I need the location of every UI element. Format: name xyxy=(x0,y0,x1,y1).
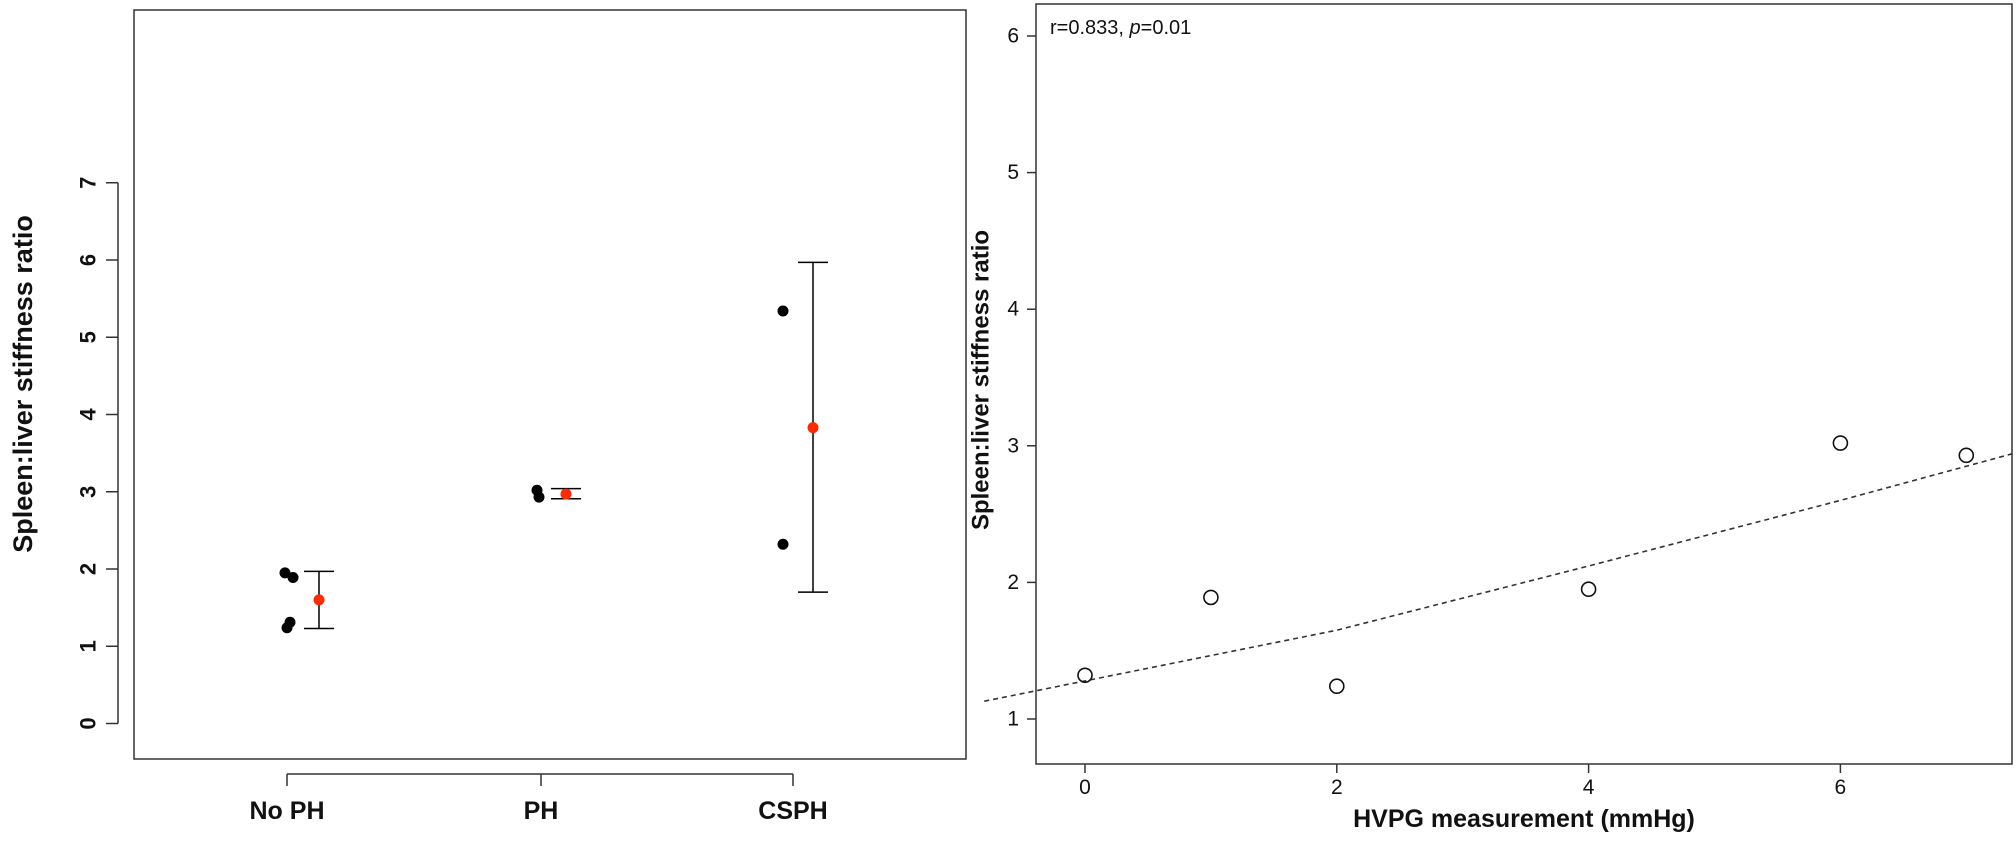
left-means xyxy=(313,422,819,606)
left-y-tick-label: 1 xyxy=(76,640,101,652)
correlation-p-symbol: p xyxy=(1129,17,1141,39)
trend-line xyxy=(984,451,2016,702)
right-y-axis: 1 2 3 4 5 6 xyxy=(1007,25,1036,731)
left-x-axis: No PH PH CSPH xyxy=(250,773,828,825)
right-x-axis: 02468101214 xyxy=(1079,764,1847,799)
left-y-tick-label: 7 xyxy=(76,177,101,189)
right-x-tick-label: 4 xyxy=(1583,776,1595,799)
data-point xyxy=(1203,589,1219,606)
left-y-tick-label: 6 xyxy=(76,254,101,266)
left-x-tick-label: PH xyxy=(524,797,559,825)
right-y-tick-label: 2 xyxy=(1007,571,1019,594)
left-x-tick-label: CSPH xyxy=(758,797,827,825)
right-y-tick-label: 5 xyxy=(1007,161,1019,184)
right-x-tick-label: 6 xyxy=(1835,776,1847,799)
left-y-tick-label: 5 xyxy=(76,331,101,343)
observation-point xyxy=(533,491,545,503)
observation-point xyxy=(287,571,299,583)
right-x-tick-label: 0 xyxy=(1079,776,1091,799)
data-point xyxy=(1580,581,1597,598)
right-y-tick-label: 4 xyxy=(1007,298,1019,321)
mean-point xyxy=(807,422,819,434)
right-y-axis-label: Spleen:liver stiffness ratio xyxy=(968,230,995,530)
data-point xyxy=(1832,435,1849,451)
right-y-tick-label: 6 xyxy=(1007,25,1019,48)
left-observations xyxy=(279,305,789,634)
mean-point xyxy=(560,488,572,500)
left-y-tick-label: 0 xyxy=(76,717,101,729)
observation-point xyxy=(279,567,291,579)
mean-point xyxy=(313,594,325,606)
left-y-tick-label: 3 xyxy=(76,486,101,498)
correlation-r: r=0.833, xyxy=(1050,17,1130,39)
left-x-tick-label: No PH xyxy=(250,797,325,825)
left-y-tick-label: 2 xyxy=(76,563,101,575)
right-x-axis-label: HVPG measurement (mmHg) xyxy=(1353,805,1695,833)
data-point xyxy=(1958,447,1975,464)
correlation-p-value: =0.01 xyxy=(1141,17,1192,39)
observation-point xyxy=(777,305,789,317)
left-chart: 0 1 2 3 4 5 6 7 No PH PH CSPH Spleen:liver stiffn… xyxy=(8,9,967,825)
right-y-tick-label: 3 xyxy=(1007,434,1019,457)
left-y-axis-label: Spleen:liver stiffness ratio xyxy=(8,215,38,553)
left-plot-frame xyxy=(133,9,967,760)
left-y-axis: 0 1 2 3 4 5 6 7 xyxy=(76,177,119,730)
left-error-bars xyxy=(304,261,828,630)
correlation-annotation: r=0.833, p=0.01 xyxy=(1050,17,1191,39)
observation-point xyxy=(777,538,789,550)
data-point xyxy=(1329,678,1345,695)
right-x-tick-label: 2 xyxy=(1331,776,1343,799)
right-plot-frame xyxy=(1035,3,2013,765)
right-y-tick-label: 1 xyxy=(1007,708,1019,731)
observation-point xyxy=(281,622,293,634)
right-points xyxy=(1077,435,1975,695)
data-point xyxy=(1077,667,1093,684)
left-y-tick-label: 4 xyxy=(76,408,101,421)
